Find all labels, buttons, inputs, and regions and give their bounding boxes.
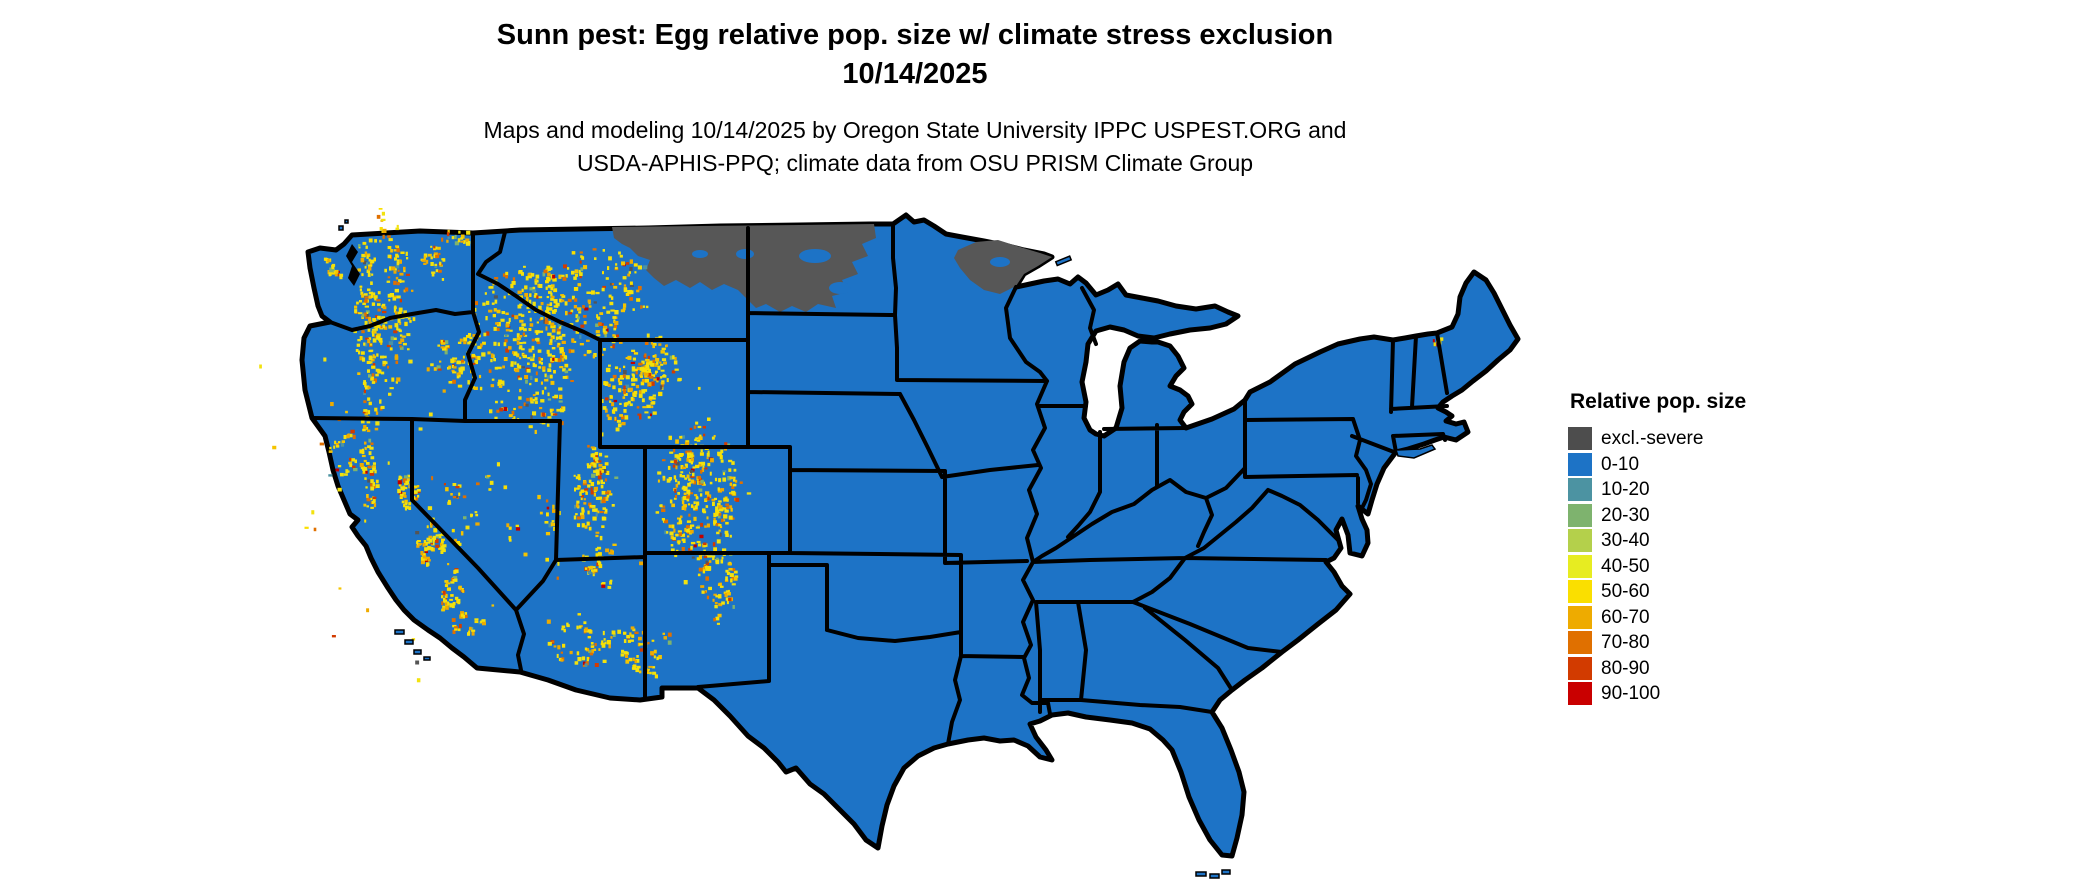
legend-label: 80-90 [1601,657,1650,679]
legend-swatch [1568,631,1592,655]
florida-key [1195,871,1207,877]
exclusion-region-montana-dakota [612,224,876,312]
exclusion-hole [990,257,1010,267]
legend-swatch [1568,580,1592,604]
legend-label: excl.-severe [1601,428,1704,450]
legend-items: excl.-severe 0-10 10-20 20-30 30-40 40-50 50-6… [1568,426,1746,707]
exclusion-hole [692,250,708,258]
channel-island [413,649,422,655]
legend: Relative pop. size excl.-severe 0-10 10-20… [1568,390,1746,707]
map-title-line1: Sunn pest: Egg relative pop. size w/ cli… [496,19,1334,51]
legend-item: 90-100 [1568,681,1746,707]
legend-label: 50-60 [1601,581,1650,603]
legend-title: Relative pop. size [1570,390,1747,413]
legend-item: 70-80 [1568,630,1746,656]
legend-label: 90-100 [1601,683,1661,705]
san-juan-island [344,219,349,224]
legend-label: 70-80 [1601,632,1650,654]
map-subtitle-line1: Maps and modeling 10/14/2025 by Oregon S… [483,117,1347,143]
exclusion-region-minnesota [954,240,1052,294]
legend-item: excl.-severe [1568,426,1746,452]
legend-item: 50-60 [1568,579,1746,605]
isle-royale [1054,255,1073,267]
san-juan-island [338,225,344,231]
conus-landmass [299,212,1521,859]
exclusion-hole [799,249,831,263]
exclusion-hole [829,282,851,294]
exclusion-region-layer [612,224,1052,312]
legend-label: 10-20 [1601,479,1650,501]
channel-island [423,656,431,661]
legend-label: 20-30 [1601,504,1650,526]
legend-label: 30-40 [1601,530,1650,552]
map-subtitle: Maps and modeling 10/14/2025 by Oregon S… [230,114,1600,180]
legend-swatch [1568,529,1592,553]
map-title: Sunn pest: Egg relative pop. size w/ cli… [230,16,1600,94]
legend-label: 40-50 [1601,555,1650,577]
legend-swatch [1568,503,1592,527]
legend-item: 60-70 [1568,605,1746,631]
legend-swatch [1568,554,1592,578]
legend-swatch [1568,656,1592,680]
legend-item: 30-40 [1568,528,1746,554]
puget-sound [346,244,360,286]
legend-swatch [1568,478,1592,502]
long-island [1394,444,1437,459]
legend-swatch [1568,682,1592,706]
legend-item: 40-50 [1568,554,1746,580]
legend-item: 80-90 [1568,656,1746,682]
legend-swatch [1568,452,1592,476]
legend-item: 20-30 [1568,503,1746,529]
map-title-date: 10/14/2025 [842,58,988,90]
legend-label: 60-70 [1601,606,1650,628]
florida-key [1209,873,1220,879]
legend-item: 0-10 [1568,452,1746,478]
channel-island [394,629,405,635]
legend-item: 10-20 [1568,477,1746,503]
map-subtitle-line2: USDA-APHIS-PPQ; climate data from OSU PR… [576,150,1254,176]
legend-label: 0-10 [1601,453,1640,475]
island-layer [338,219,1437,879]
us-map [259,208,1521,879]
legend-swatch [1568,605,1592,629]
state-borders [310,222,1449,746]
legend-swatch [1568,427,1592,451]
channel-island [404,639,414,645]
exclusion-hole [736,249,754,259]
florida-key [1221,869,1231,875]
